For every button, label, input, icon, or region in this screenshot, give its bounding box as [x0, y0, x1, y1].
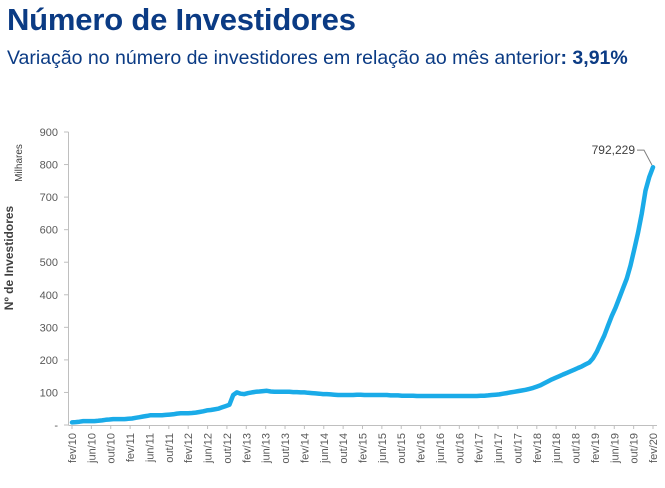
y-tick-label: 300 [40, 322, 58, 334]
x-tick-label: fev/20 [648, 433, 660, 463]
page-subtitle: Variação no número de investidores em re… [7, 47, 628, 70]
y-tick-label: 800 [40, 160, 58, 172]
x-tick-label: fev/13 [241, 433, 253, 463]
x-tick-label: fev/19 [590, 433, 602, 463]
plot-area: 792,229 [69, 143, 656, 425]
x-tick-label: fev/14 [299, 433, 311, 463]
x-tick-label: fev/12 [183, 433, 195, 463]
y-axis: - 100 200 300 400 500 600 700 800 900 [40, 127, 69, 432]
x-tick-label: fev/11 [125, 433, 137, 462]
subtitle-value: : 3,91% [560, 47, 628, 69]
x-tick-label: fev/15 [358, 433, 370, 463]
x-axis: fev/10 jun/10 out/10 fev/11 jun/11 out/11 fev/… [67, 425, 660, 464]
x-tick-label: jun/10 [86, 433, 98, 464]
x-tick-label: out/12 [222, 433, 234, 464]
x-tick-label: out/16 [454, 433, 466, 464]
y-tick-label: 700 [40, 192, 58, 204]
x-tick-label: fev/18 [532, 433, 544, 463]
x-tick-label: out/15 [396, 433, 408, 464]
x-tick-label: jun/12 [203, 433, 215, 464]
subtitle-text: Variação no número de investidores em re… [7, 47, 561, 69]
y-tick-label: - [54, 420, 58, 432]
annotation-leader-line [637, 149, 653, 166]
series-line-investors [69, 164, 656, 425]
x-tick-label: jun/13 [261, 433, 273, 464]
x-tick-label: jun/11 [144, 433, 156, 463]
x-tick-label: jun/17 [493, 433, 505, 464]
x-tick-label: jun/16 [435, 433, 447, 464]
x-tick-label: out/11 [164, 433, 176, 463]
y-tick-label: 400 [40, 290, 58, 302]
y-axis-unit: Milhares [14, 144, 25, 182]
page-title: Número de Investidores [7, 2, 356, 37]
last-value-label: 792,229 [592, 143, 636, 157]
x-tick-label: fev/17 [474, 433, 486, 463]
x-tick-label: jun/19 [609, 433, 621, 464]
x-tick-label: fev/10 [67, 433, 79, 463]
x-tick-label: jun/18 [551, 433, 563, 464]
x-tick-label: out/13 [280, 433, 292, 464]
x-tick-label: out/14 [338, 433, 350, 464]
x-tick-label: out/10 [106, 433, 118, 464]
x-tick-label: fev/16 [416, 433, 428, 463]
x-tick-label: jun/14 [319, 433, 331, 464]
y-tick-label: 500 [40, 257, 58, 269]
y-tick-label: 900 [40, 127, 58, 139]
y-tick-label: 200 [40, 355, 58, 367]
x-tick-label: out/17 [512, 433, 524, 464]
x-tick-label: out/18 [571, 433, 583, 464]
x-tick-label: out/19 [629, 433, 641, 464]
y-axis-label: Nº de Investidores [2, 205, 16, 310]
x-tick-label: jun/15 [377, 433, 389, 464]
y-tick-label: 100 [40, 387, 58, 399]
y-tick-label: 600 [40, 225, 58, 237]
